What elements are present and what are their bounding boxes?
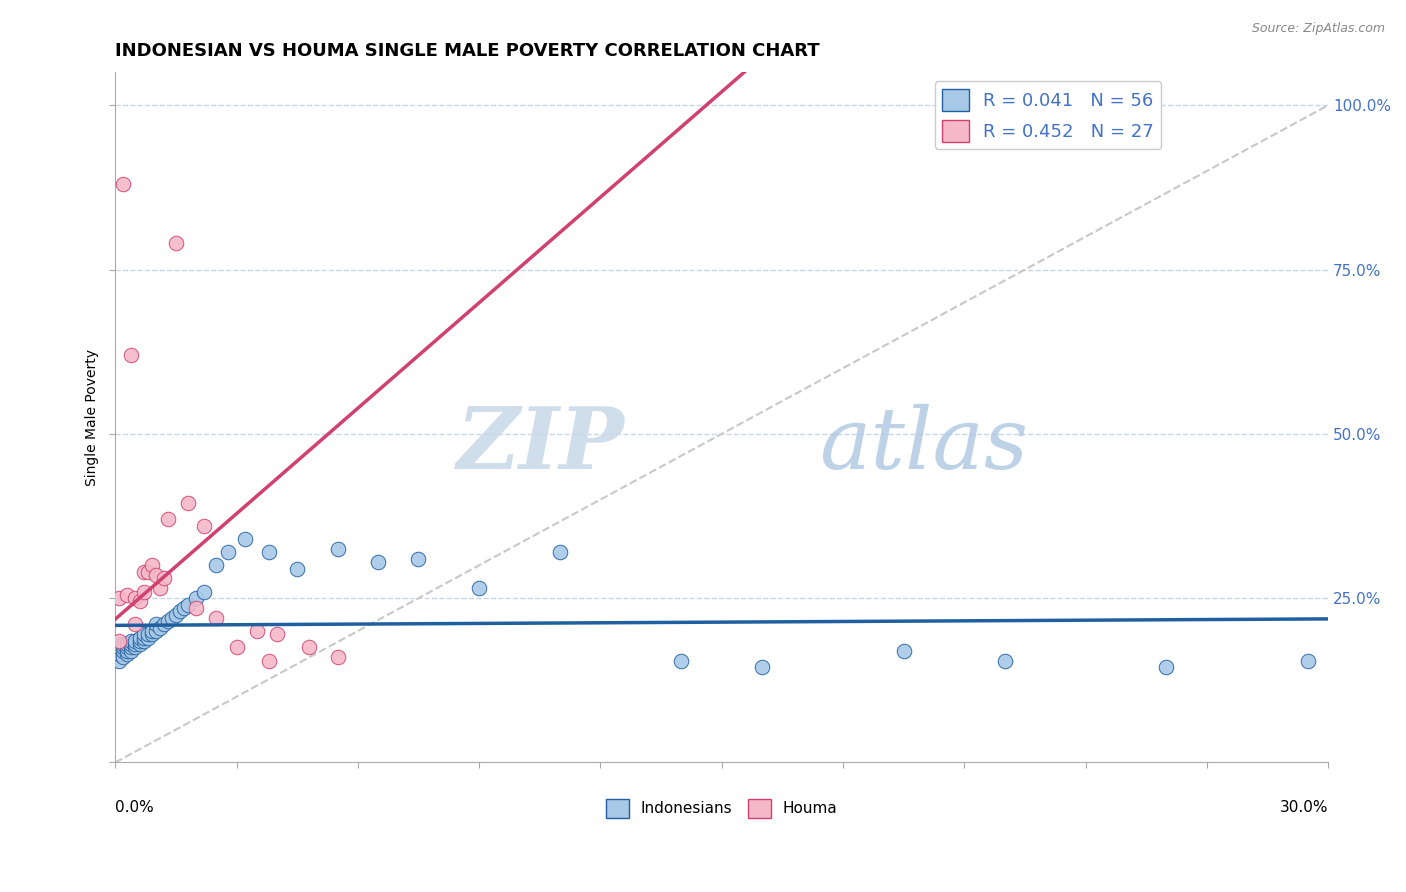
Point xyxy=(285,561,308,575)
Text: INDONESIAN VS HOUMA SINGLE MALE POVERTY CORRELATION CHART: INDONESIAN VS HOUMA SINGLE MALE POVERTY … xyxy=(115,42,820,60)
Point xyxy=(120,348,142,362)
Legend: Indonesians, Houma: Indonesians, Houma xyxy=(599,793,844,824)
Point xyxy=(132,627,155,641)
Point xyxy=(1296,654,1319,668)
Point xyxy=(117,588,139,602)
Point xyxy=(120,644,142,658)
Point xyxy=(112,650,135,665)
Point xyxy=(128,633,150,648)
Point xyxy=(152,571,174,585)
Point xyxy=(108,640,131,655)
Point xyxy=(141,558,163,573)
Point xyxy=(326,541,349,556)
Point xyxy=(169,604,191,618)
Point xyxy=(136,627,159,641)
Point xyxy=(156,512,179,526)
Point xyxy=(132,584,155,599)
Point xyxy=(141,627,163,641)
Point xyxy=(217,545,239,559)
Point xyxy=(108,654,131,668)
Point xyxy=(108,633,131,648)
Point xyxy=(145,624,167,638)
Point xyxy=(257,654,280,668)
Point xyxy=(128,594,150,608)
Point xyxy=(136,565,159,579)
Point xyxy=(124,633,146,648)
Point xyxy=(112,640,135,655)
Point xyxy=(266,627,288,641)
Point xyxy=(120,637,142,651)
Text: Source: ZipAtlas.com: Source: ZipAtlas.com xyxy=(1251,22,1385,36)
Point xyxy=(145,568,167,582)
Point xyxy=(120,640,142,655)
Point xyxy=(165,607,187,622)
Text: ZIP: ZIP xyxy=(457,403,624,487)
Point xyxy=(233,532,256,546)
Point xyxy=(298,640,321,655)
Point xyxy=(136,631,159,645)
Point xyxy=(141,624,163,638)
Point xyxy=(128,637,150,651)
Point xyxy=(173,601,195,615)
Point xyxy=(124,617,146,632)
Text: 0.0%: 0.0% xyxy=(115,800,155,815)
Point xyxy=(117,644,139,658)
Point xyxy=(117,640,139,655)
Point xyxy=(205,558,228,573)
Point xyxy=(149,582,172,596)
Text: 30.0%: 30.0% xyxy=(1279,800,1329,815)
Point xyxy=(156,614,179,628)
Point xyxy=(205,611,228,625)
Point xyxy=(893,644,915,658)
Point xyxy=(160,611,183,625)
Y-axis label: Single Male Poverty: Single Male Poverty xyxy=(86,349,100,486)
Point xyxy=(117,637,139,651)
Point xyxy=(165,236,187,251)
Point xyxy=(145,617,167,632)
Point xyxy=(367,555,389,569)
Point xyxy=(671,654,693,668)
Point xyxy=(132,631,155,645)
Point xyxy=(1156,660,1178,674)
Point xyxy=(132,633,155,648)
Point xyxy=(994,654,1017,668)
Point xyxy=(468,582,491,596)
Point xyxy=(177,496,200,510)
Point xyxy=(149,621,172,635)
Point xyxy=(193,584,215,599)
Point xyxy=(108,647,131,661)
Point xyxy=(112,637,135,651)
Point xyxy=(225,640,247,655)
Point xyxy=(326,650,349,665)
Text: atlas: atlas xyxy=(818,404,1028,486)
Point xyxy=(112,644,135,658)
Point xyxy=(257,545,280,559)
Point xyxy=(177,598,200,612)
Point xyxy=(184,591,207,606)
Point xyxy=(108,591,131,606)
Point xyxy=(548,545,571,559)
Point xyxy=(152,617,174,632)
Point xyxy=(124,640,146,655)
Point xyxy=(128,631,150,645)
Point xyxy=(112,177,135,191)
Point xyxy=(124,637,146,651)
Point xyxy=(124,591,146,606)
Point xyxy=(132,565,155,579)
Point xyxy=(751,660,773,674)
Point xyxy=(408,551,430,566)
Point xyxy=(193,519,215,533)
Point xyxy=(117,647,139,661)
Point xyxy=(246,624,269,638)
Point xyxy=(120,633,142,648)
Point xyxy=(184,601,207,615)
